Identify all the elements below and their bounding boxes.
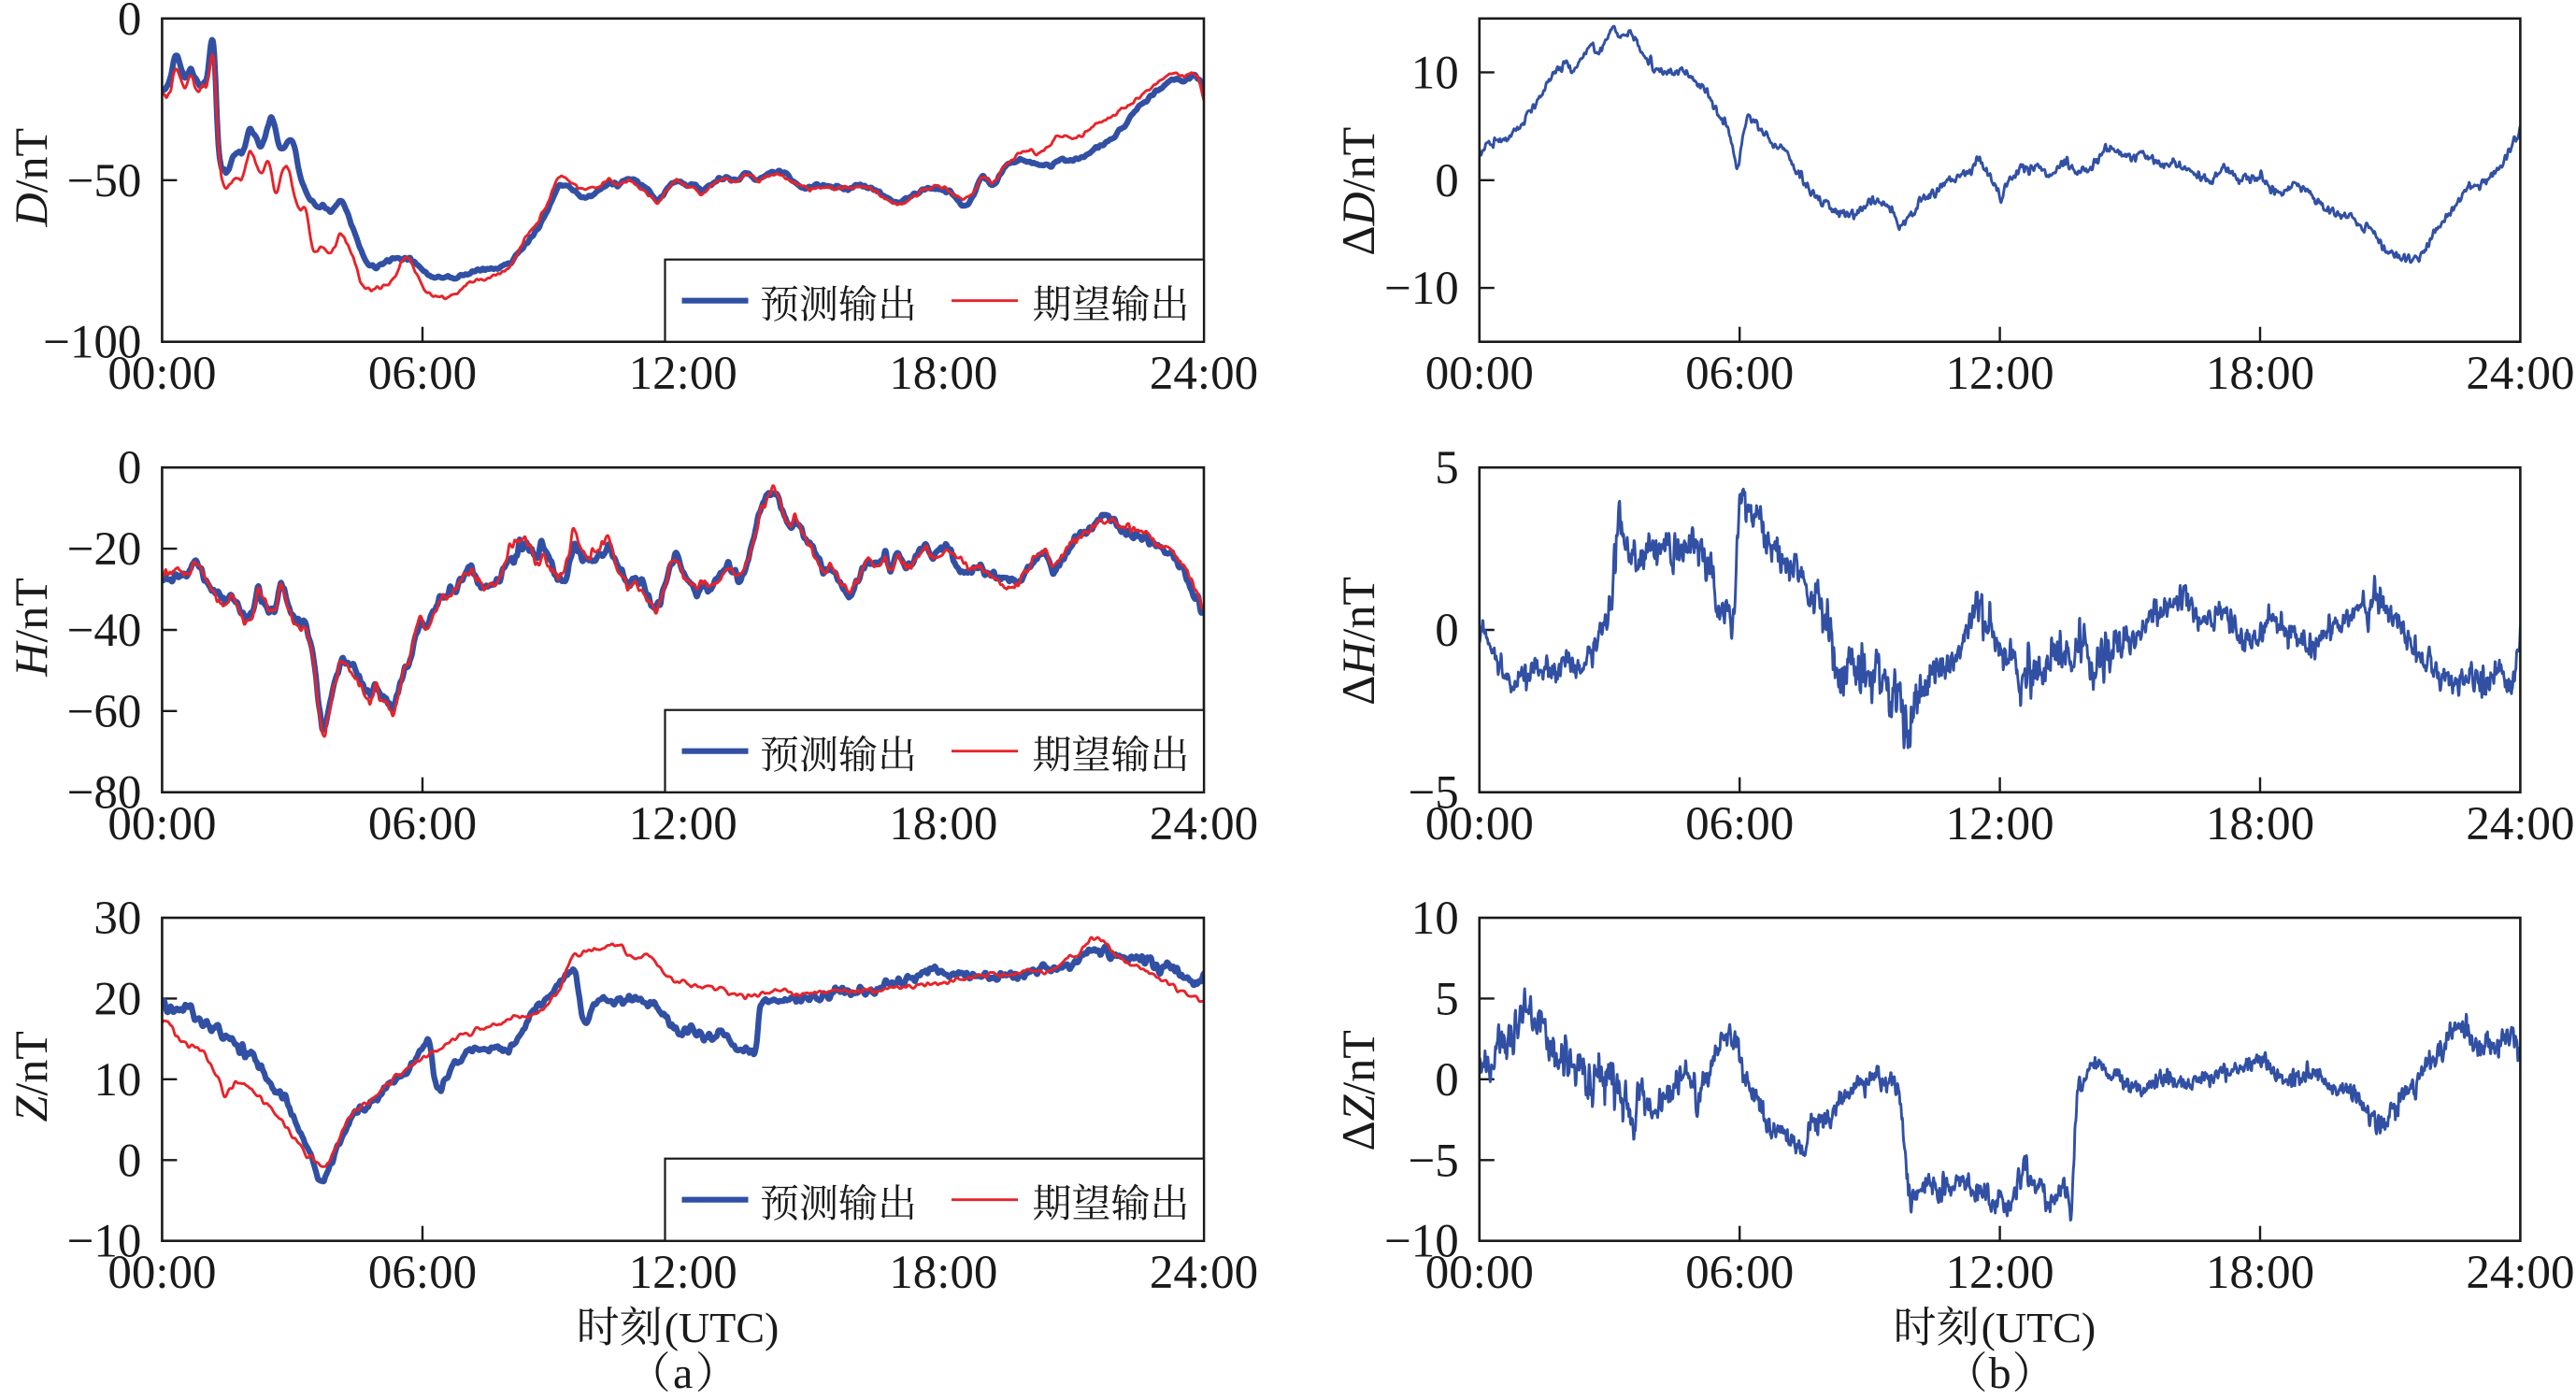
svg-text:−5: −5 (1409, 1135, 1459, 1187)
svg-text:00:00: 00:00 (1425, 348, 1534, 400)
svg-text:−80: −80 (67, 767, 142, 820)
svg-text:00:00: 00:00 (107, 348, 216, 400)
svg-text:(UTC): (UTC) (1982, 1304, 2097, 1351)
svg-text:18:00: 18:00 (2206, 348, 2314, 400)
svg-text:−20: −20 (67, 523, 142, 576)
svg-text:−40: −40 (67, 605, 142, 657)
svg-text:00:00: 00:00 (107, 798, 216, 850)
svg-text:−10: −10 (1384, 1216, 1459, 1268)
svg-text:06:00: 06:00 (368, 348, 477, 400)
svg-text:18:00: 18:00 (889, 798, 997, 850)
svg-text:H/nT: H/nT (5, 578, 57, 678)
svg-text:24:00: 24:00 (1150, 348, 1258, 400)
svg-text:b: b (1989, 1349, 2011, 1398)
svg-text:Z/nT: Z/nT (5, 1031, 57, 1121)
svg-text:18:00: 18:00 (889, 1247, 997, 1299)
svg-text:−100: −100 (43, 317, 141, 369)
svg-text:20: 20 (93, 973, 141, 1025)
svg-text:24:00: 24:00 (2466, 348, 2574, 400)
svg-text:00:00: 00:00 (1425, 1247, 1534, 1299)
svg-text:10: 10 (1411, 47, 1459, 99)
svg-text:10: 10 (93, 1054, 141, 1107)
svg-text:0: 0 (1435, 605, 1459, 657)
svg-text:00:00: 00:00 (107, 1247, 216, 1299)
svg-text:24:00: 24:00 (1150, 1247, 1258, 1299)
svg-text:18:00: 18:00 (889, 348, 997, 400)
svg-text:0: 0 (1435, 155, 1459, 207)
svg-text:0: 0 (118, 0, 142, 46)
svg-text:10: 10 (1411, 893, 1459, 945)
svg-text:12:00: 12:00 (629, 798, 737, 850)
svg-text:24:00: 24:00 (1150, 798, 1258, 850)
svg-text:00:00: 00:00 (1425, 798, 1534, 850)
svg-text:−5: −5 (1409, 767, 1459, 820)
svg-text:18:00: 18:00 (2206, 798, 2314, 850)
svg-text:0: 0 (118, 442, 142, 494)
svg-text:30: 30 (93, 893, 141, 945)
svg-text:18:00: 18:00 (2206, 1247, 2314, 1299)
svg-text:12:00: 12:00 (1946, 348, 2054, 400)
svg-text:12:00: 12:00 (1946, 798, 2054, 850)
svg-text:12:00: 12:00 (1946, 1247, 2054, 1299)
svg-text:−60: −60 (67, 686, 142, 738)
svg-text:5: 5 (1435, 442, 1459, 494)
svg-text:12:00: 12:00 (629, 1247, 737, 1299)
svg-text:−10: −10 (1384, 263, 1459, 315)
svg-text:5: 5 (1435, 973, 1459, 1025)
svg-text:06:00: 06:00 (1685, 798, 1794, 850)
svg-text:ΔD/nT: ΔD/nT (1332, 127, 1384, 256)
svg-text:−10: −10 (67, 1216, 142, 1268)
svg-text:24:00: 24:00 (2466, 1247, 2574, 1299)
svg-text:06:00: 06:00 (1685, 1247, 1794, 1299)
svg-text:06:00: 06:00 (368, 1247, 477, 1299)
svg-text:D/nT: D/nT (5, 128, 57, 228)
svg-text:a: a (673, 1349, 693, 1398)
svg-text:06:00: 06:00 (1685, 348, 1794, 400)
svg-text:−50: −50 (67, 155, 142, 207)
svg-text:(UTC): (UTC) (665, 1304, 780, 1351)
svg-text:ΔZ/nT: ΔZ/nT (1332, 1030, 1384, 1150)
svg-text:ΔH/nT: ΔH/nT (1332, 577, 1384, 706)
svg-text:12:00: 12:00 (629, 348, 737, 400)
svg-text:0: 0 (118, 1135, 142, 1187)
svg-text:06:00: 06:00 (368, 798, 477, 850)
svg-text:0: 0 (1435, 1054, 1459, 1107)
svg-text:24:00: 24:00 (2466, 798, 2574, 850)
